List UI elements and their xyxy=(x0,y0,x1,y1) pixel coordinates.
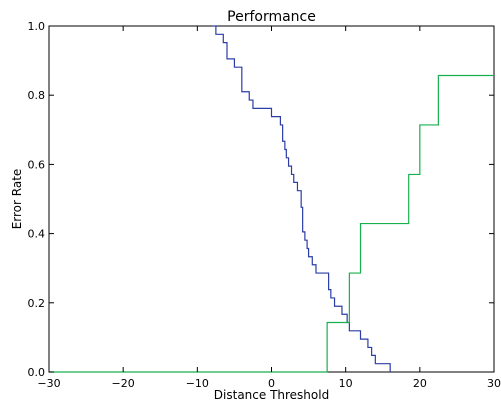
x-tick-label: 10 xyxy=(339,377,353,390)
series-layer xyxy=(49,25,494,373)
x-tick-label: −10 xyxy=(186,377,209,390)
y-tick-label: 0.8 xyxy=(28,89,46,102)
y-tick-label: 0.2 xyxy=(28,297,46,310)
y-axis-ticks: 0.0 0.2 0.4 0.6 0.8 1.0 xyxy=(28,20,494,379)
series-line-2 xyxy=(49,74,494,373)
x-tick-label: 0 xyxy=(268,377,275,390)
y-tick-label: 0.0 xyxy=(28,366,46,379)
x-axis-ticks: −30 −20 −10 0 10 20 30 xyxy=(37,26,501,390)
x-tick-label: 20 xyxy=(413,377,427,390)
plot-area xyxy=(48,25,495,373)
x-tick-label: 30 xyxy=(487,377,501,390)
y-tick-label: 1.0 xyxy=(28,20,46,33)
x-tick-label: −20 xyxy=(112,377,135,390)
y-axis-title: Error Rate xyxy=(10,169,24,230)
x-axis-title: Distance Threshold xyxy=(214,388,329,402)
y-tick-label: 0.4 xyxy=(28,228,46,241)
x-tick-label: −30 xyxy=(37,377,60,390)
y-tick-label: 0.6 xyxy=(28,158,46,171)
chart-title: Performance xyxy=(227,9,316,25)
